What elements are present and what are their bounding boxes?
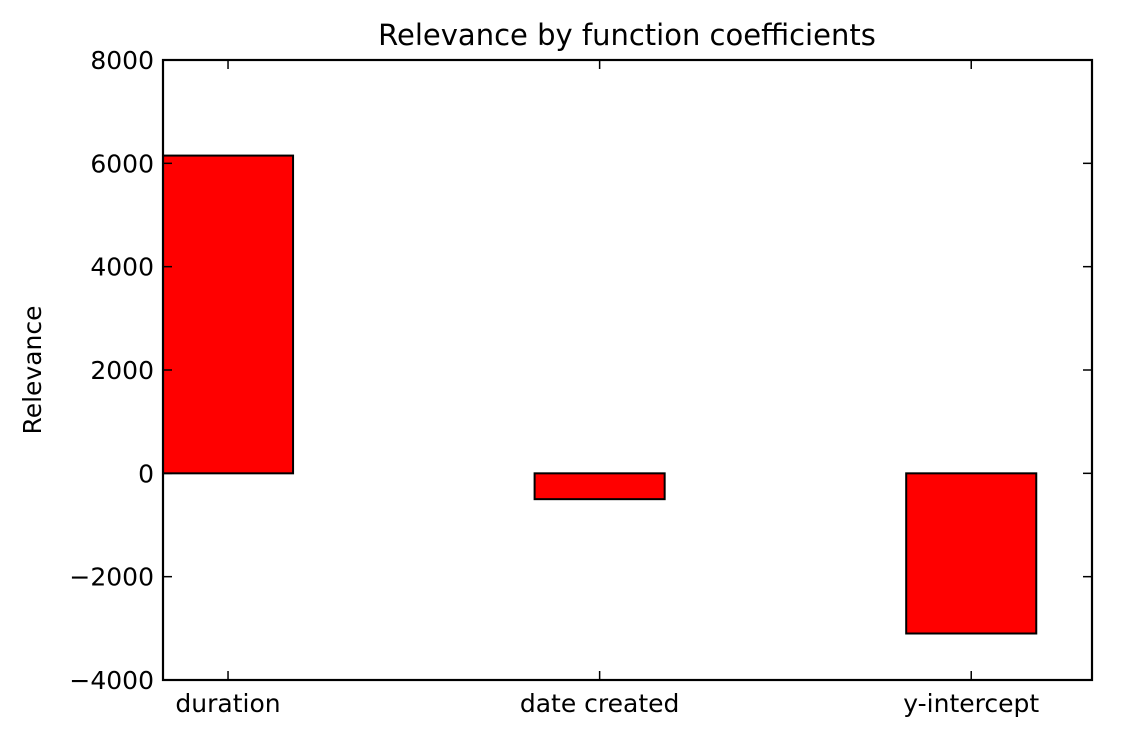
bar-date-created [533, 472, 666, 501]
bar-duration [162, 154, 295, 475]
y-tick-label: −2000 [69, 563, 154, 592]
x-tick-label: duration [175, 689, 280, 718]
y-tick-label: 8000 [90, 46, 154, 75]
chart-title: Relevance by function coefficients [378, 18, 876, 52]
bars-group [162, 154, 1038, 635]
y-tick-label: 2000 [90, 356, 154, 385]
x-tick-label: date created [520, 689, 680, 718]
ticks-group: −4000 −2000 0 2000 4000 6000 8000 duration date … [69, 46, 1092, 718]
y-tick-label: −4000 [69, 666, 154, 695]
y-axis-label: Relevance [18, 305, 47, 434]
y-tick-label: 0 [138, 459, 154, 488]
x-tick-label: y-intercept [903, 689, 1039, 718]
plot-frame [161, 58, 1094, 682]
bar-y-intercept [905, 472, 1038, 635]
y-tick-label: 6000 [90, 149, 154, 178]
y-tick-label: 4000 [90, 253, 154, 282]
